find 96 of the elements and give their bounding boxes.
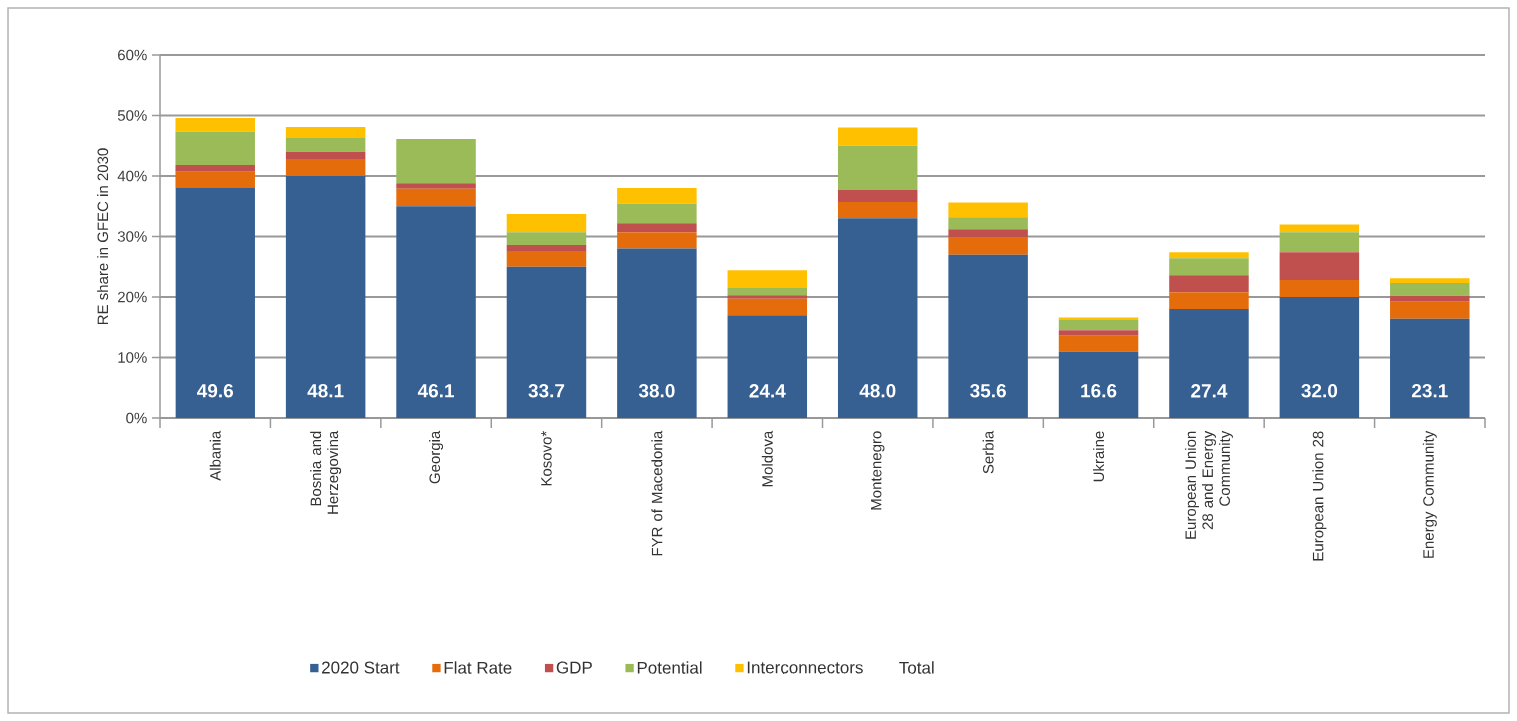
bar	[948, 202, 1028, 218]
bar	[396, 183, 476, 189]
total-label: 32.0	[1301, 384, 1338, 398]
bar	[396, 139, 476, 184]
bar	[837, 189, 918, 203]
bar	[617, 232, 697, 249]
bar	[1279, 296, 1360, 418]
text: Total	[899, 661, 934, 674]
x-tick-label: FYR of Macedonia	[651, 430, 663, 556]
bar	[617, 203, 697, 224]
y-tick-label: 40%	[117, 170, 147, 182]
x-tick-label: Energy Community	[1422, 430, 1437, 558]
bar	[1279, 280, 1360, 297]
bar	[175, 188, 255, 418]
bar	[727, 298, 808, 316]
legend-label: Potential	[637, 661, 702, 674]
bar	[617, 188, 697, 204]
x-tick-label: Albania	[209, 430, 221, 481]
bar	[506, 266, 587, 418]
bar	[175, 131, 255, 166]
legend-label: GDP	[556, 661, 592, 674]
bar	[175, 171, 255, 189]
bar	[948, 217, 1028, 230]
total-label: 48.1	[307, 384, 344, 398]
bar	[1390, 278, 1470, 284]
total-label: 49.6	[197, 384, 234, 398]
bar	[1390, 301, 1470, 319]
y-tick-label: 10%	[118, 352, 147, 363]
bar	[396, 188, 476, 207]
bar	[175, 165, 255, 172]
y-tick-label: 60%	[118, 49, 147, 61]
bar	[506, 244, 587, 252]
bar	[837, 127, 918, 146]
bar	[285, 127, 366, 138]
legend-label: Flat Rate	[444, 661, 512, 674]
bar	[1058, 351, 1139, 418]
total-label: 27.4	[1191, 384, 1228, 398]
bar	[727, 287, 808, 296]
bar	[837, 145, 918, 190]
bar	[727, 270, 808, 288]
bar	[948, 229, 1028, 238]
bar	[1058, 330, 1139, 336]
bar	[506, 251, 587, 267]
bar	[1169, 309, 1249, 418]
x-tick-label: Serbia	[982, 430, 994, 474]
total-label: 48.0	[859, 384, 896, 398]
bar	[1169, 292, 1249, 310]
bar	[948, 254, 1028, 418]
bar	[285, 137, 366, 152]
bar	[727, 295, 808, 299]
bar	[285, 151, 366, 160]
bar	[175, 117, 255, 132]
x-tick-label: European Union 28	[1312, 431, 1327, 561]
bar	[1058, 335, 1139, 352]
bar	[1169, 258, 1249, 276]
bar	[1390, 318, 1470, 418]
bar	[1058, 319, 1139, 331]
y-tick-label: 50%	[117, 110, 147, 121]
bar	[948, 237, 1028, 255]
total-label: 35.6	[970, 384, 1006, 398]
total-label: 46.1	[417, 384, 455, 398]
bar	[506, 214, 587, 233]
legend-label: 2020 Start	[322, 661, 400, 674]
x-tick-label: Montenegro	[871, 431, 885, 510]
legend-label: Interconnectors	[747, 661, 863, 674]
x-tick-label: Ukraine	[1093, 431, 1105, 482]
bar	[396, 206, 476, 418]
total-label: 24.4	[749, 384, 786, 398]
x-tick-label: Moldova	[761, 430, 773, 487]
y-axis-title: RE share in GFEC in 2030	[97, 148, 109, 325]
bar	[506, 232, 587, 245]
bar	[1169, 275, 1249, 293]
bar	[1390, 283, 1470, 296]
x-tick-label: Bosnia and Herzegovina	[310, 430, 342, 514]
bar	[285, 176, 366, 418]
bar	[837, 202, 918, 219]
total-label: 38.0	[638, 384, 675, 398]
bar	[1279, 232, 1360, 253]
bar	[1169, 252, 1249, 259]
bar	[285, 159, 366, 176]
y-tick-label: 30%	[117, 231, 147, 242]
y-tick-label: 0%	[126, 412, 147, 424]
x-tick-label: Kosovo*	[541, 430, 552, 486]
x-tick-label: European Union 28 and Energy Community	[1184, 430, 1233, 539]
bar	[1279, 252, 1360, 281]
x-tick-label: Georgia	[429, 430, 444, 484]
bar	[617, 223, 697, 233]
total-label: 23.1	[1411, 384, 1448, 398]
bar	[1390, 295, 1470, 302]
y-tick-label: 20%	[118, 291, 147, 303]
total-label: 16.6	[1081, 384, 1117, 398]
bar	[1279, 224, 1360, 233]
bar	[837, 218, 918, 418]
bar	[617, 248, 697, 418]
bar	[727, 315, 808, 418]
total-label: 33.7	[528, 384, 565, 398]
